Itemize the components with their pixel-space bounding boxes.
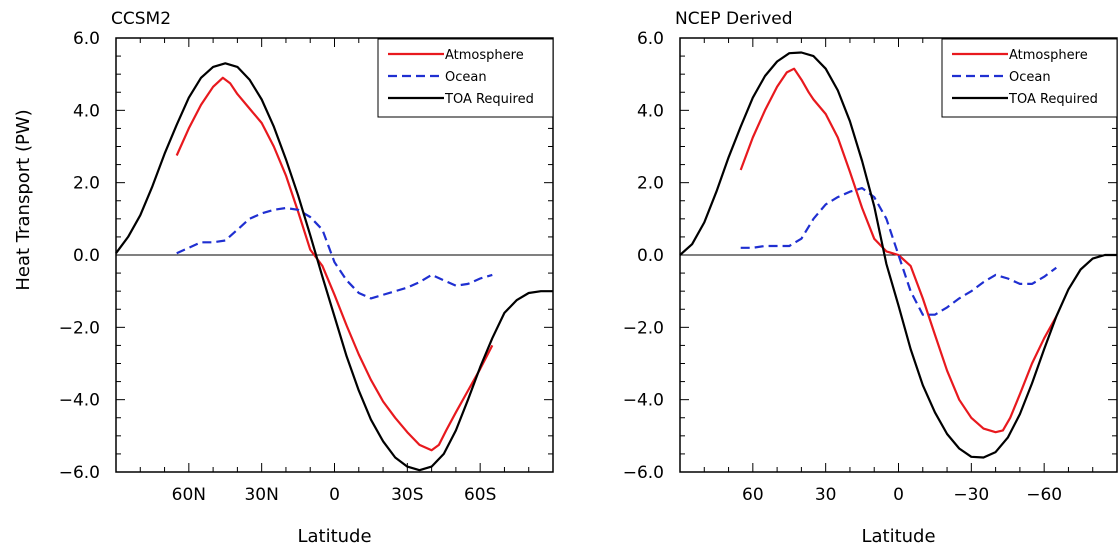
x-tick-label: 60: [742, 485, 764, 505]
series-line-toa-required: [115, 62, 553, 472]
legend-label: Atmosphere: [445, 48, 524, 63]
y-tick-label: −2.0: [59, 318, 100, 338]
panel-ccsm2: CCSM2 6.0 4.0 2.0 0.0 −2.0 −4.0 −6.0 60N 30N 0 30S 6…: [59, 9, 554, 547]
x-tick-label: 0: [893, 485, 904, 505]
y-tick-label: 0.0: [637, 246, 664, 266]
legend-label: TOA Required: [444, 92, 534, 107]
x-axis-label: Latitude: [297, 526, 371, 547]
y-tick-label: 4.0: [637, 101, 664, 121]
legend-label: TOA Required: [1008, 92, 1098, 107]
legend-box: [941, 38, 1118, 118]
y-axis-label: Heat Transport (PW): [13, 109, 34, 290]
x-tick-label: 30: [815, 485, 837, 505]
y-tick-label: 6.0: [73, 29, 100, 49]
chart-title: CCSM2: [111, 9, 171, 29]
y-tick-label: −4.0: [59, 391, 100, 411]
y-tick-label: −2.0: [623, 318, 664, 338]
panel-ncep-derived: NCEP Derived 6.0 4.0 2.0 0.0 −2.0 −4.0 −6.0 60 30…: [623, 9, 1118, 547]
legend-box: [377, 38, 554, 118]
x-tick-label: 30N: [244, 485, 278, 505]
y-tick-label: 2.0: [637, 174, 664, 194]
y-tick-label: 2.0: [73, 174, 100, 194]
series-line-ocean: [740, 187, 1057, 316]
x-axis-label: Latitude: [861, 526, 935, 547]
legend-label: Atmosphere: [1009, 48, 1088, 63]
x-tick-label: 0: [329, 485, 340, 505]
y-tick-label: 6.0: [637, 29, 664, 49]
y-tick-label: 0.0: [73, 246, 100, 266]
x-tick-label: 30S: [391, 485, 423, 505]
series-line-toa-required: [679, 51, 1117, 459]
legend-label: Ocean: [445, 70, 487, 85]
chart-title: NCEP Derived: [675, 9, 793, 29]
x-tick-label: −60: [1026, 485, 1062, 505]
x-tick-label: 60N: [172, 485, 206, 505]
y-tick-label: −4.0: [623, 391, 664, 411]
y-tick-label: 4.0: [73, 101, 100, 121]
x-tick-label: 60S: [464, 485, 496, 505]
series-line-atmosphere: [175, 76, 494, 452]
y-tick-label: −6.0: [623, 463, 664, 483]
y-tick-label: −6.0: [59, 463, 100, 483]
legend-label: Ocean: [1009, 70, 1051, 85]
series-line-atmosphere: [739, 67, 1058, 434]
series-line-ocean: [176, 206, 493, 300]
x-tick-label: −30: [953, 485, 989, 505]
